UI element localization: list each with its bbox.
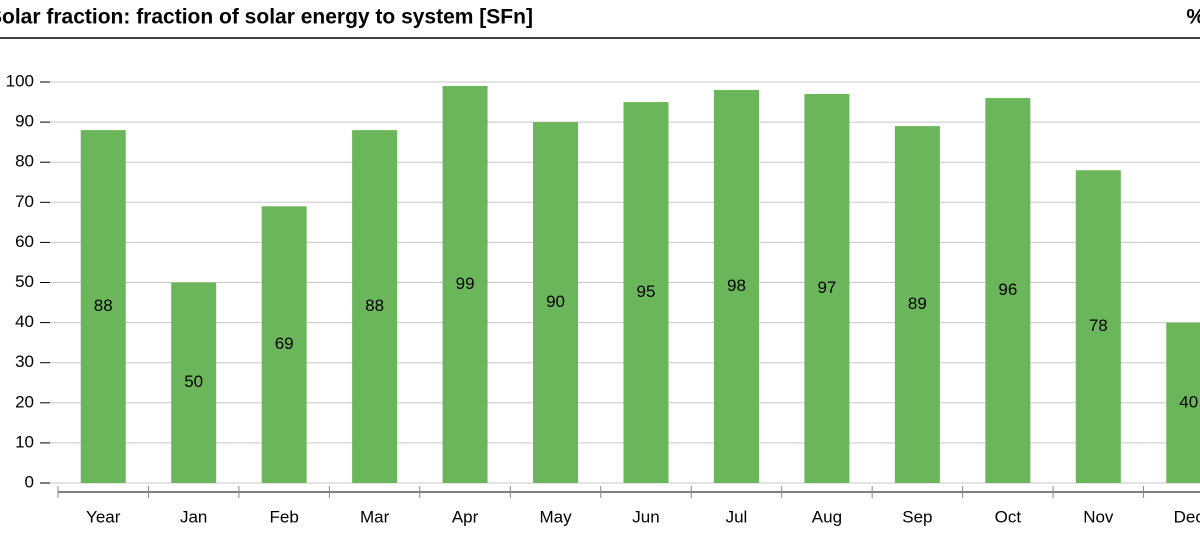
y-tick-label: 30 xyxy=(15,352,34,371)
value-label: 96 xyxy=(998,280,1017,299)
bar xyxy=(713,90,759,484)
x-tick-label: Feb xyxy=(270,507,299,526)
x-tick-label: May xyxy=(539,507,572,526)
bar xyxy=(352,130,398,483)
x-tick-label: Nov xyxy=(1083,507,1114,526)
y-tick-label: 90 xyxy=(15,112,34,131)
x-tick-label: Jan xyxy=(180,507,207,526)
y-tick-label: 40 xyxy=(15,312,34,331)
y-tick-label: 50 xyxy=(15,272,34,291)
value-label: 88 xyxy=(94,296,113,315)
y-tick-label: 70 xyxy=(15,192,34,211)
x-tick-label: Mar xyxy=(360,507,390,526)
x-tick-label: Dec xyxy=(1174,507,1200,526)
bar xyxy=(985,98,1031,483)
y-tick-label: 20 xyxy=(15,392,34,411)
x-tick-label: Year xyxy=(86,507,121,526)
bar xyxy=(533,122,579,483)
y-tick-label: 0 xyxy=(25,472,34,491)
y-tick-label: 80 xyxy=(15,152,34,171)
bar xyxy=(894,126,940,484)
value-label: 97 xyxy=(817,278,836,297)
unit-label: % xyxy=(1186,6,1200,29)
x-tick-label: Jun xyxy=(632,507,659,526)
y-tick-label: 100 xyxy=(6,71,34,90)
value-label: 99 xyxy=(456,274,475,293)
value-label: 98 xyxy=(727,276,746,295)
value-label: 95 xyxy=(637,282,656,301)
value-label: 69 xyxy=(275,334,294,353)
bar xyxy=(623,102,669,484)
chart-title: Solar fraction: fraction of solar energy… xyxy=(0,6,533,29)
x-tick-label: Sep xyxy=(902,507,932,526)
value-label: 89 xyxy=(908,294,927,313)
x-tick-label: Apr xyxy=(452,507,479,526)
bar xyxy=(261,206,307,483)
bar xyxy=(1166,322,1200,483)
value-label: 50 xyxy=(184,372,203,391)
value-label: 88 xyxy=(365,296,384,315)
bar xyxy=(442,86,488,483)
x-tick-label: Jul xyxy=(726,507,748,526)
value-label: 90 xyxy=(546,292,565,311)
x-tick-label: Aug xyxy=(812,507,842,526)
value-label: 40 xyxy=(1179,392,1198,411)
bar xyxy=(1075,170,1121,483)
y-tick-label: 60 xyxy=(15,232,34,251)
bar xyxy=(171,282,217,483)
y-tick-label: 10 xyxy=(15,432,34,451)
bar xyxy=(804,94,850,483)
value-label: 78 xyxy=(1089,316,1108,335)
bar xyxy=(80,130,126,483)
x-tick-label: Oct xyxy=(995,507,1022,526)
